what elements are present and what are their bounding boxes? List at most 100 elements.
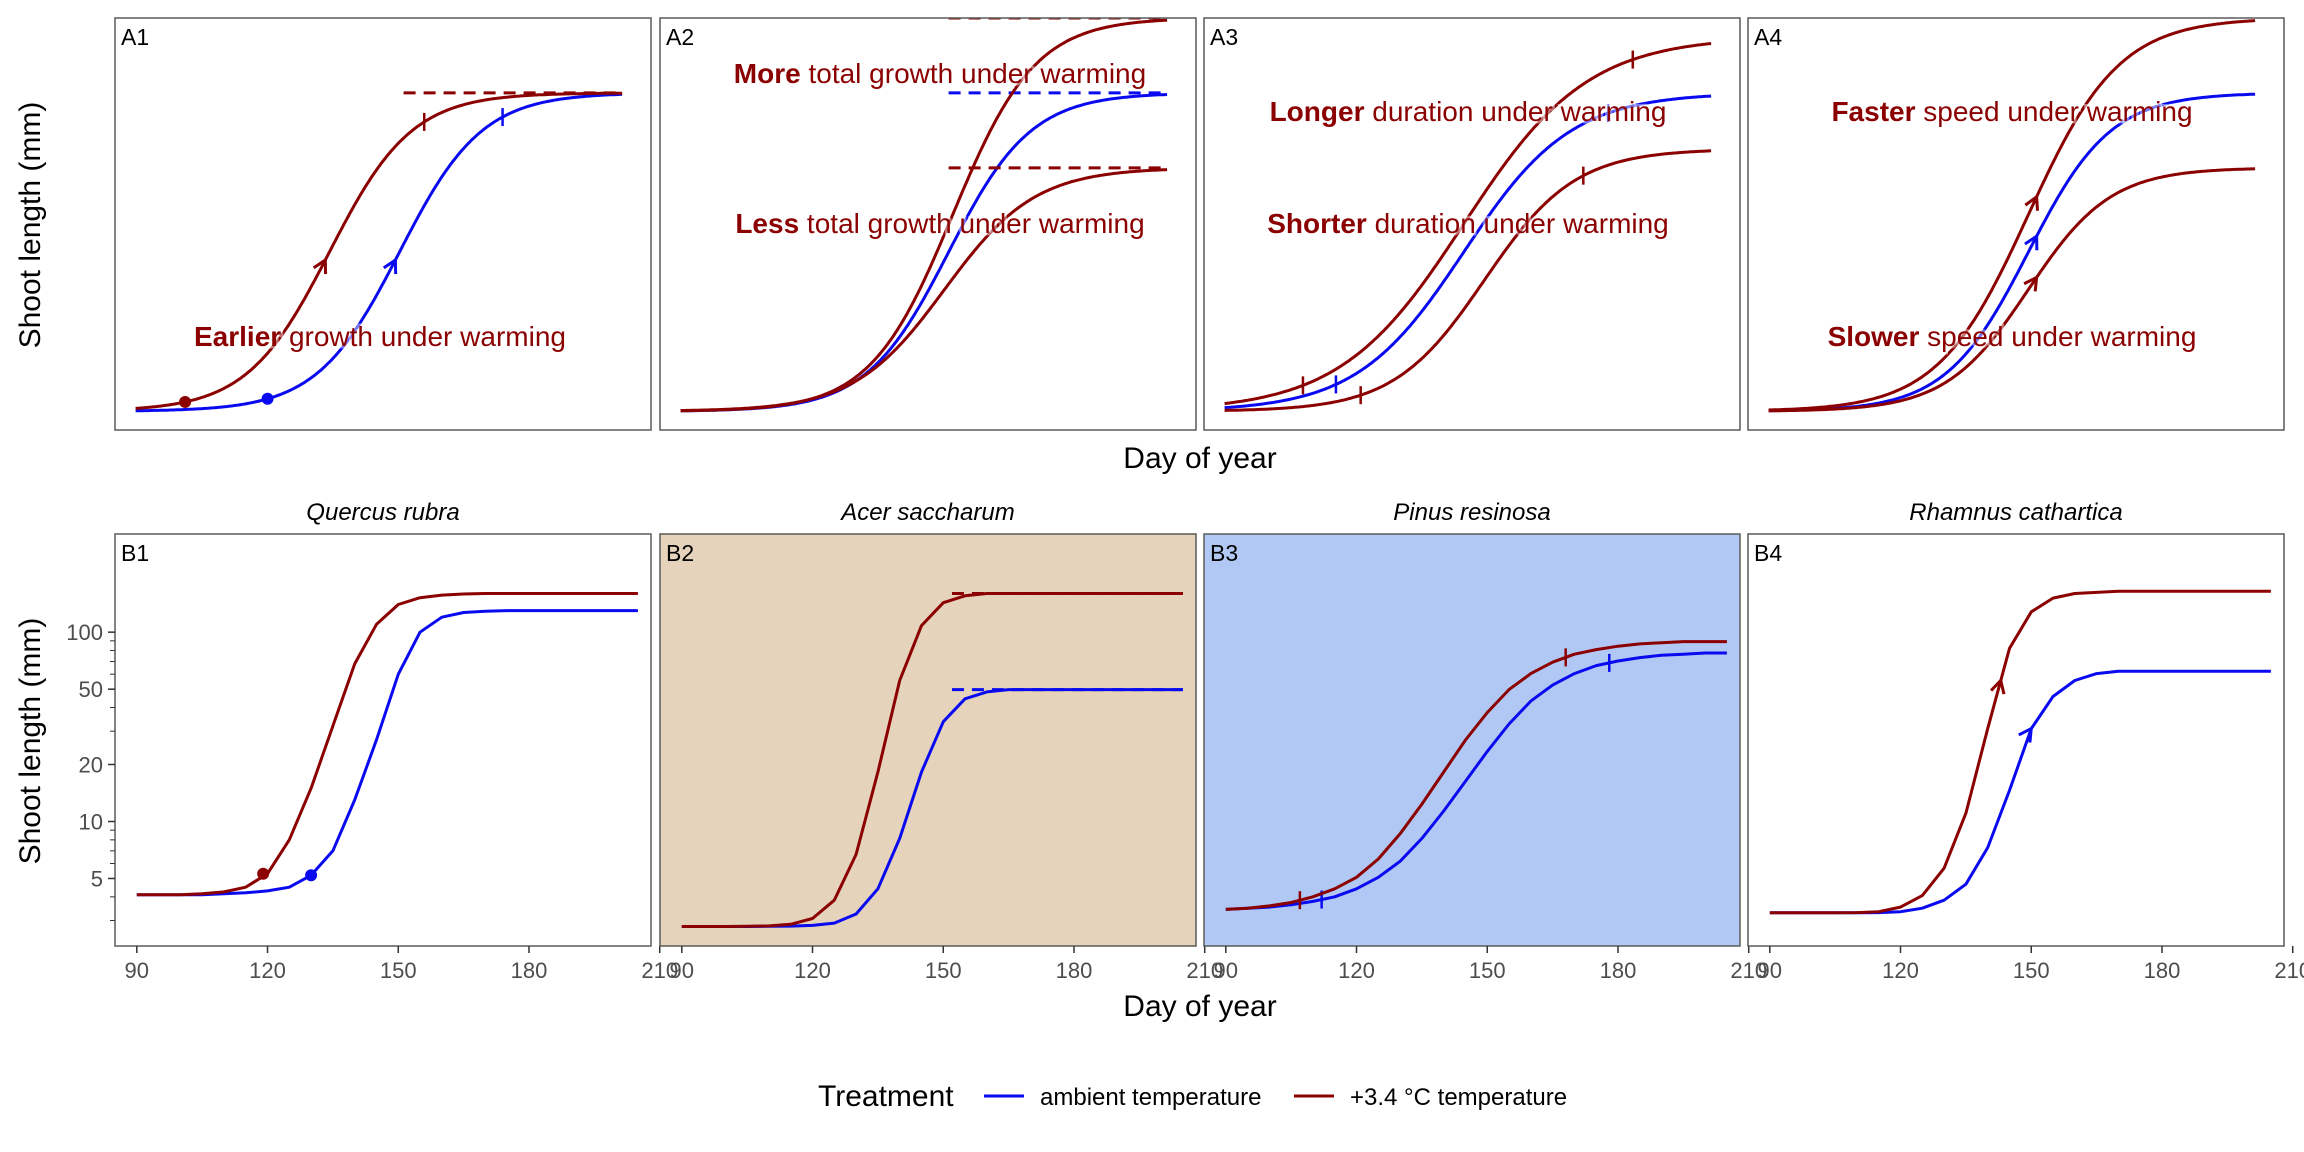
x-tick-label: 120 <box>1338 958 1375 983</box>
legend: Treatment ambient temperature +3.4 °C te… <box>818 1080 1567 1113</box>
panel-background <box>1204 18 1740 430</box>
x-tick-label: 150 <box>2013 958 2050 983</box>
panel-background <box>115 534 651 946</box>
top-y-axis-label: Shoot length (mm) <box>14 102 47 349</box>
series-line-0 <box>136 609 638 897</box>
panels: Earlier growth under warming A1 More total… <box>66 17 2304 983</box>
annotation-bold: Slower <box>1828 321 1920 352</box>
x-tick-label: 150 <box>1469 958 1506 983</box>
x-tick-label: 90 <box>670 958 694 983</box>
rate-arrow-0 <box>382 257 398 275</box>
plot-area <box>680 18 1168 413</box>
series-line-1 <box>1768 19 2256 412</box>
panel-b1: B1 Quercus rubra 90 120 150 180 210 5 10 20 50 100 <box>66 499 678 983</box>
annotation-0: Faster speed under warming <box>1831 96 2192 127</box>
annotation-bold: Shorter <box>1267 208 1367 239</box>
panel-b4: B4 Rhamnus cathartica 90 120 150 180 210 <box>1747 499 2304 983</box>
annotation-text: total growth under warming <box>801 58 1147 89</box>
series-line-0 <box>135 92 623 413</box>
plot-area <box>681 592 1183 928</box>
panel-label: B3 <box>1210 540 1238 566</box>
y-tick-label: 100 <box>66 620 103 645</box>
panel-label: B4 <box>1754 540 1782 566</box>
series-line-1 <box>1224 42 1712 406</box>
x-tick-label: 120 <box>249 958 286 983</box>
panel-border <box>659 533 1197 947</box>
x-tick-label: 180 <box>1600 958 1637 983</box>
series-line-0 <box>1224 94 1712 410</box>
rate-arrow-0 <box>2024 233 2039 251</box>
panel-b2: B2 Acer saccharum 90 120 150 180 210 <box>659 499 1223 983</box>
panel-label: B1 <box>121 540 149 566</box>
panel-label: A2 <box>666 24 694 50</box>
annotation-text: total growth under warming <box>799 208 1145 239</box>
bottom-x-axis-label: Day of year <box>1123 990 1276 1023</box>
plot-area <box>136 592 638 897</box>
panel-background <box>660 18 1196 430</box>
x-tick-label: 180 <box>1056 958 1093 983</box>
panel-border <box>659 17 1197 431</box>
rate-arrow-0 <box>2018 725 2034 743</box>
panel-a4: Faster speed under warming Slower speed u… <box>1747 17 2285 431</box>
panel-border <box>1747 17 2285 431</box>
panel-b3: B3 Pinus resinosa 90 120 150 180 210 <box>1203 499 1767 983</box>
rate-arrow-1 <box>2024 193 2040 211</box>
series-line-1 <box>1769 589 2271 915</box>
annotation-text: growth under warming <box>281 321 566 352</box>
panel-background <box>660 534 1196 946</box>
plot-area <box>1224 42 1712 412</box>
panel-border <box>114 17 652 431</box>
onset-point-0 <box>305 869 318 882</box>
x-tick-label: 90 <box>1214 958 1238 983</box>
annotation-bold: Longer <box>1270 96 1365 127</box>
panel-border <box>1747 533 2285 947</box>
x-tick-label: 120 <box>794 958 831 983</box>
legend-label-ambient: ambient temperature <box>1040 1084 1261 1111</box>
annotation-1: Shorter duration under warming <box>1267 208 1669 239</box>
x-tick-label: 120 <box>1882 958 1919 983</box>
annotation-bold: Less <box>735 208 799 239</box>
panel-border <box>1203 17 1741 431</box>
panel-background <box>115 18 651 430</box>
annotation-bold: Earlier <box>194 321 281 352</box>
panel-label: B2 <box>666 540 694 566</box>
x-tick-label: 210 <box>2274 958 2304 983</box>
plot-area <box>1768 19 2256 413</box>
series-line-2 <box>1768 167 2256 413</box>
panel-background <box>1204 534 1740 946</box>
annotation-0: More total growth under warming <box>734 58 1146 89</box>
rate-arrow-1 <box>312 257 328 275</box>
x-tick-label: 210 <box>641 958 678 983</box>
plot-area <box>135 91 623 413</box>
top-x-axis-label: Day of year <box>1123 442 1276 475</box>
annotation-1: Less total growth under warming <box>735 208 1144 239</box>
annotation-text: duration under warming <box>1367 208 1669 239</box>
x-tick-label: 150 <box>380 958 417 983</box>
x-tick-label: 180 <box>511 958 548 983</box>
annotation-bold: More <box>734 58 801 89</box>
series-line-2 <box>680 168 1168 413</box>
x-tick-label: 180 <box>2144 958 2181 983</box>
panel-label: A1 <box>121 24 149 50</box>
plot-area <box>1225 640 1727 911</box>
series-line-2 <box>1224 149 1712 412</box>
onset-point-1 <box>257 867 270 880</box>
panel-title: Pinus resinosa <box>1393 499 1550 526</box>
panel-background <box>1748 534 2284 946</box>
plot-area <box>1769 589 2271 915</box>
onset-point-0 <box>261 392 274 405</box>
x-tick-label: 210 <box>1730 958 1767 983</box>
annotation-text: speed under warming <box>1919 321 2196 352</box>
y-tick-label: 20 <box>79 753 103 778</box>
x-tick-label: 90 <box>1758 958 1782 983</box>
y-tick-label: 50 <box>79 677 103 702</box>
panel-label: A4 <box>1754 24 1782 50</box>
panel-title: Quercus rubra <box>306 499 459 526</box>
x-tick-label: 90 <box>125 958 149 983</box>
series-line-1 <box>135 91 623 410</box>
annotation-text: speed under warming <box>1916 96 2193 127</box>
onset-point-1 <box>179 395 192 408</box>
